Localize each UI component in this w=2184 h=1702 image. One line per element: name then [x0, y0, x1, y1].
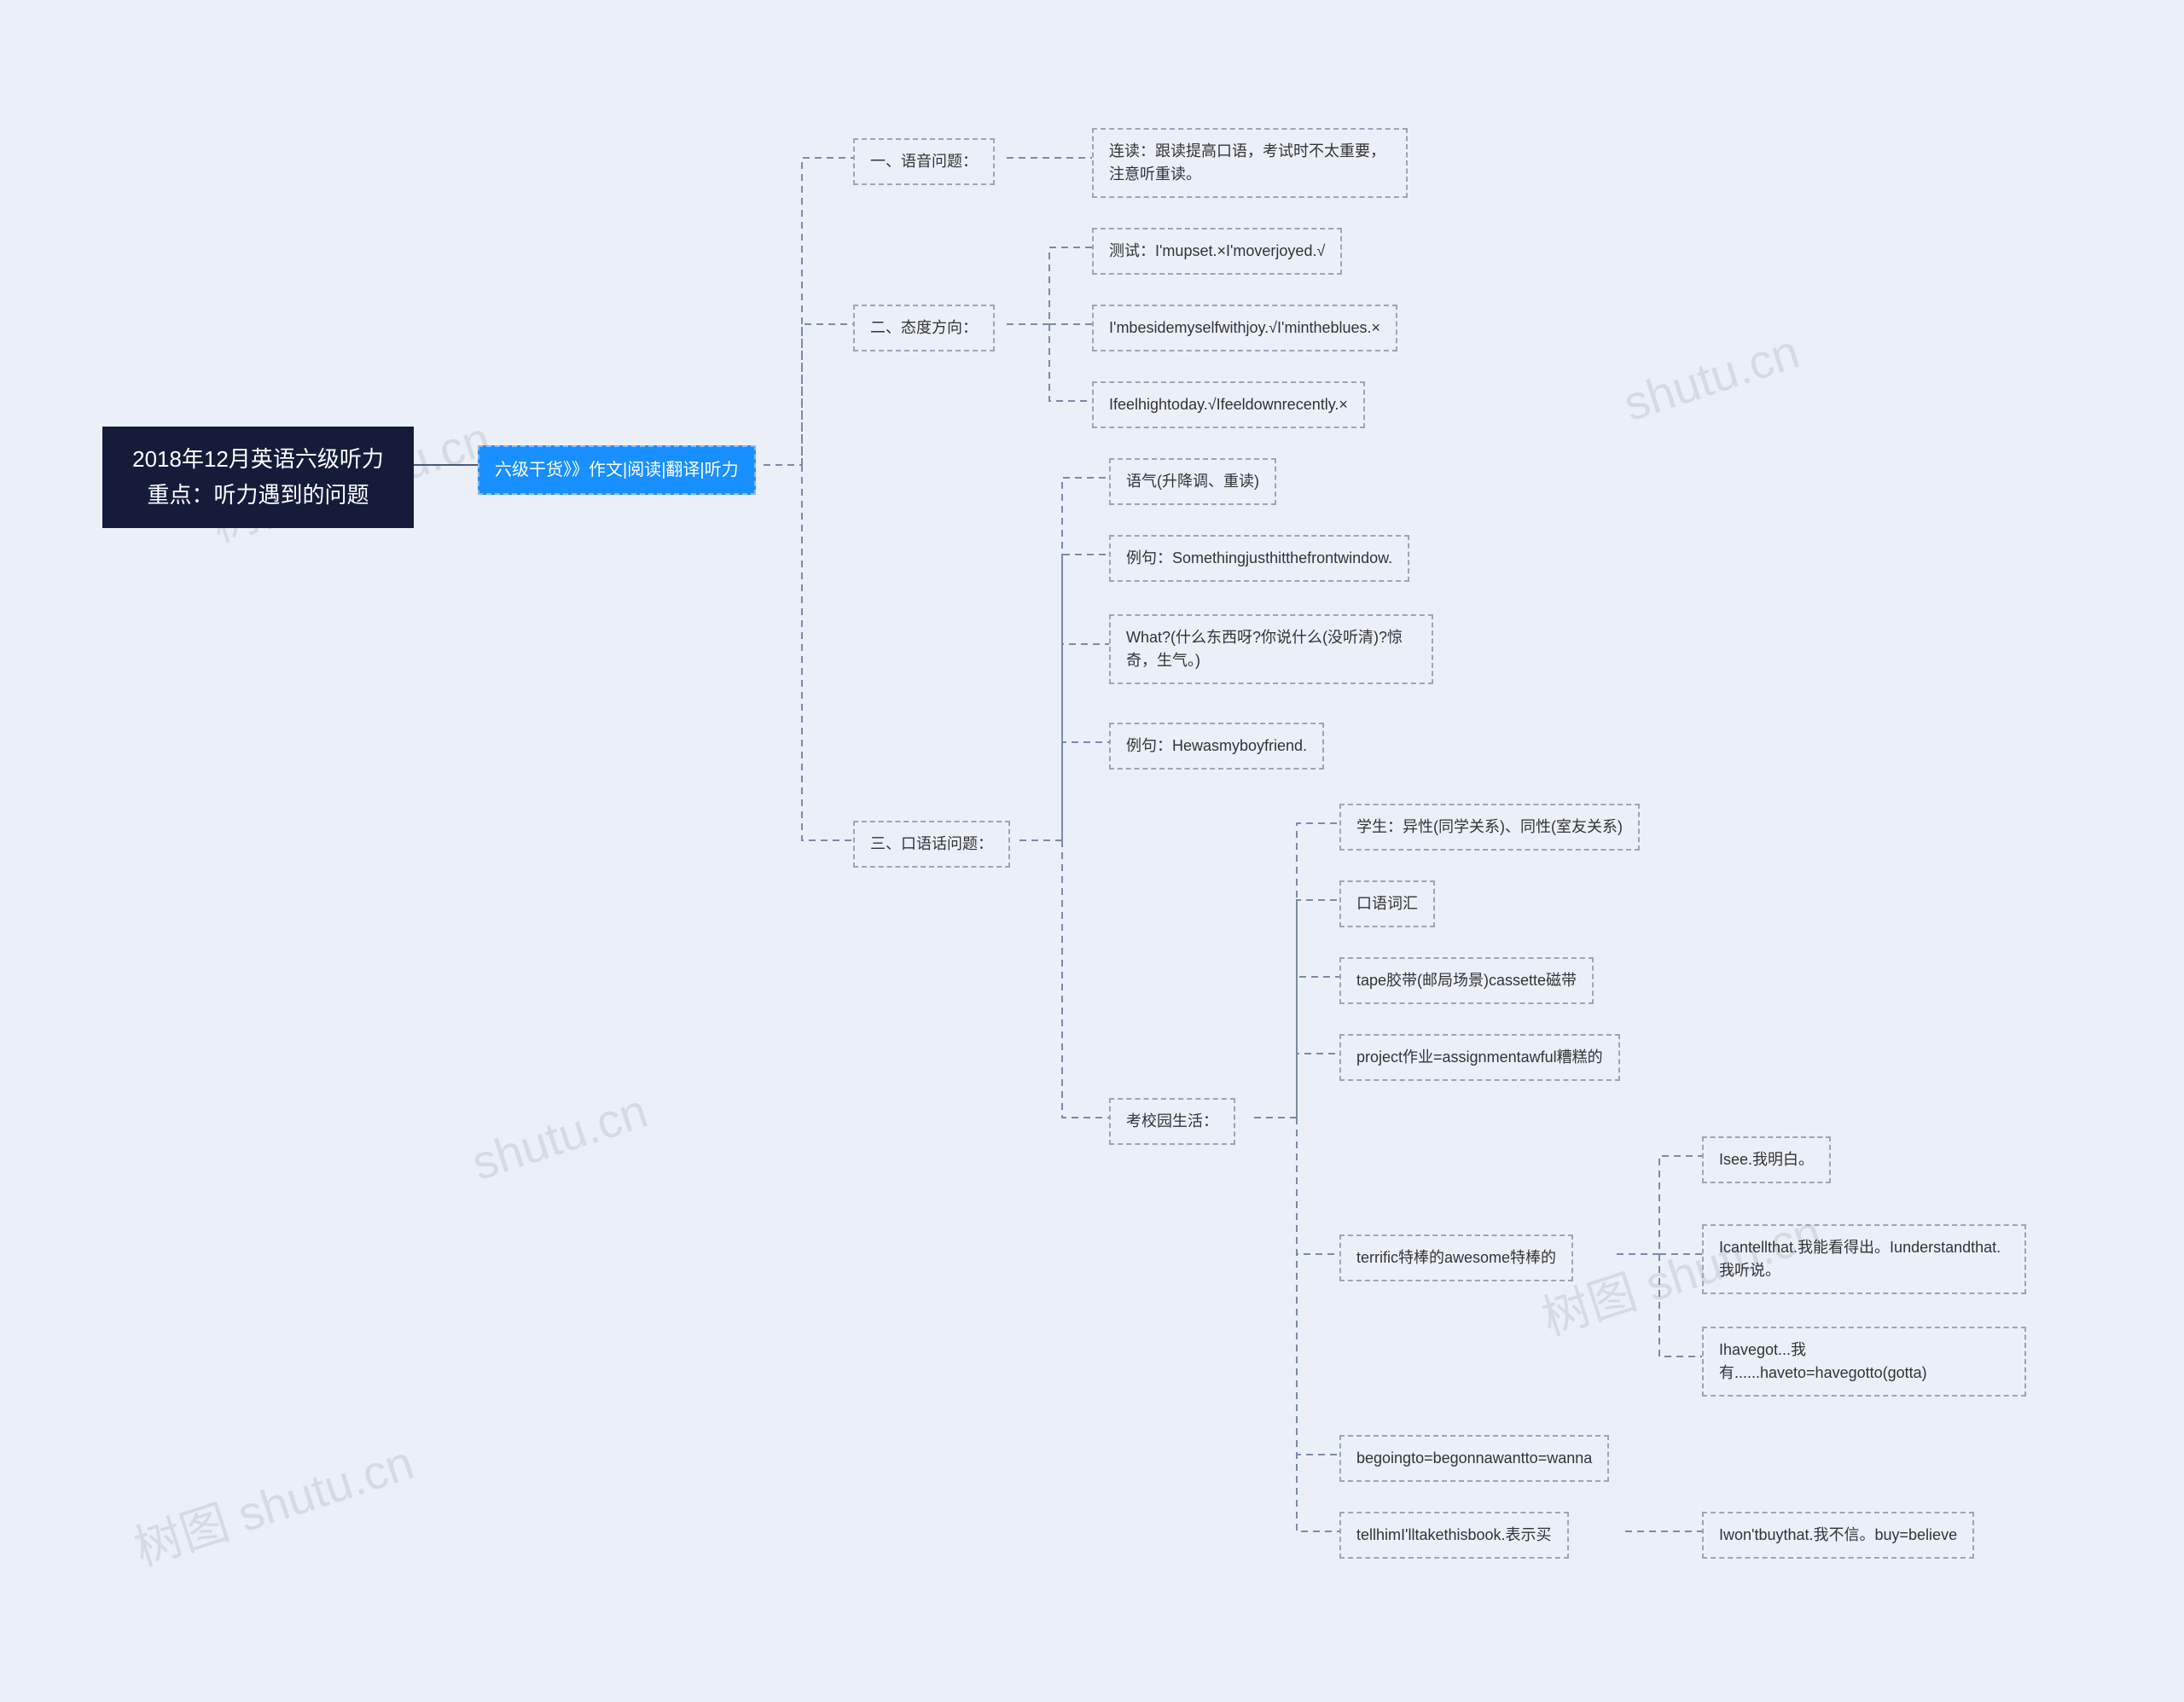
branch3-label: 三、口语话问题： [853, 821, 1010, 868]
campus-leaf1: 学生：异性(同学关系)、同性(室友关系) [1339, 804, 1640, 851]
branch2-leaf3: Ifeelhightoday.√Ifeeldownrecently.× [1092, 381, 1365, 428]
branch3-leaf3: What?(什么东西呀?你说什么(没听清)?惊奇，生气。) [1109, 614, 1433, 684]
terrific-leaf2: Icantellthat.我能看得出。Iunderstandthat.我听说。 [1702, 1224, 2026, 1294]
level1-node: 六级干货》》作文|阅读|翻译|听力 [478, 445, 756, 495]
campus-leaf7-sub: Iwon'tbuythat.我不信。buy=believe [1702, 1512, 1974, 1559]
watermark: 树图 shutu.cn [125, 1425, 421, 1580]
terrific-label: terrific特棒的awesome特棒的 [1339, 1234, 1573, 1281]
branch3-leaf1: 语气(升降调、重读) [1109, 458, 1276, 505]
root-node: 2018年12月英语六级听力 重点：听力遇到的问题 [102, 427, 414, 528]
root-line2: 重点：听力遇到的问题 [147, 482, 369, 508]
branch3-leaf4: 例句：Hewasmyboyfriend. [1109, 723, 1324, 770]
branch2-leaf1: 测试：I'mupset.×I'moverjoyed.√ [1092, 228, 1342, 275]
campus-leaf7-label: tellhimI'lltakethisbook.表示买 [1339, 1512, 1569, 1559]
branch1-leaf: 连读：跟读提高口语，考试时不太重要，注意听重读。 [1092, 128, 1408, 198]
branch3-leaf2: 例句：Somethingjusthitthefrontwindow. [1109, 535, 1409, 582]
campus-leaf4: project作业=assignmentawful糟糕的 [1339, 1034, 1620, 1081]
campus-leaf3: tape胶带(邮局场景)cassette磁带 [1339, 957, 1594, 1004]
watermark: shutu.cn [1617, 323, 1805, 432]
branch2-label: 二、态度方向： [853, 305, 995, 351]
watermark: shutu.cn [465, 1083, 653, 1191]
root-line1: 2018年12月英语六级听力 [132, 446, 384, 472]
branch1-label: 一、语音问题： [853, 138, 995, 185]
campus-leaf2: 口语词汇 [1339, 880, 1435, 927]
terrific-leaf3: Ihavegot...我有......haveto=havegotto(gott… [1702, 1327, 2026, 1397]
campus-leaf6: begoingto=begonnawantto=wanna [1339, 1435, 1609, 1482]
campus-label: 考校园生活： [1109, 1098, 1235, 1145]
terrific-leaf1: Isee.我明白。 [1702, 1136, 1831, 1183]
branch2-leaf2: I'mbesidemyselfwithjoy.√I'mintheblues.× [1092, 305, 1397, 351]
